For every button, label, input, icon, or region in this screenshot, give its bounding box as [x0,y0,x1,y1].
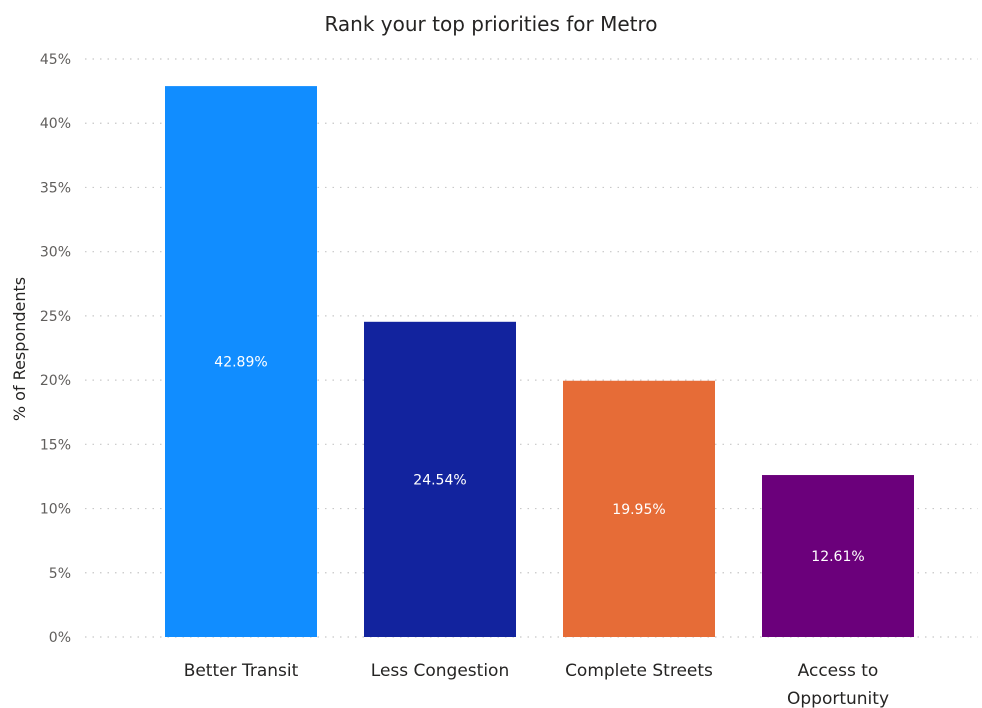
x-tick-label: Less Congestion [371,661,509,681]
y-tick-label: 45% [40,52,71,68]
y-tick-label: 15% [40,437,71,453]
y-tick-label: 30% [40,245,71,261]
x-tick-label: Access to [798,661,879,681]
bar [165,86,317,637]
y-tick-label: 25% [40,309,71,325]
chart-title: Rank your top priorities for Metro [324,12,658,36]
y-tick-label: 10% [40,502,71,518]
y-tick-label: 20% [40,373,71,389]
y-tick-label: 40% [40,116,71,132]
x-tick-label: Better Transit [184,661,299,681]
y-axis-label: % of Respondents [10,277,29,421]
bar [563,380,715,637]
bar [364,321,516,637]
data-label: 42.89% [214,355,267,371]
data-label: 12.61% [811,549,864,565]
y-tick-label: 5% [49,566,71,582]
bar [762,475,914,637]
y-tick-label: 35% [40,180,71,196]
data-label: 19.95% [612,502,665,518]
x-tick-label: Complete Streets [565,661,713,681]
y-tick-label: 0% [49,630,71,646]
x-tick-label: Opportunity [787,689,889,708]
data-label: 24.54% [413,472,466,488]
